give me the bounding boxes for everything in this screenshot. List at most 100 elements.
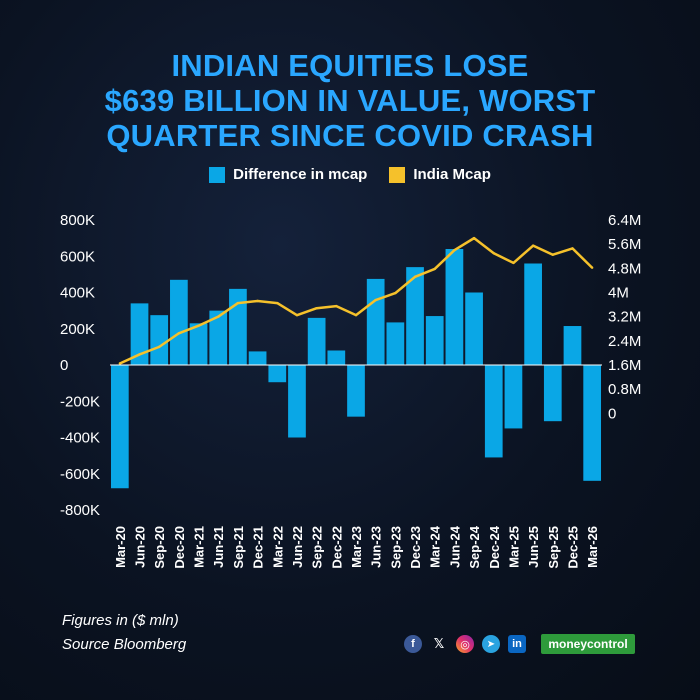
line-point-Mar-24 (433, 267, 436, 271)
bar-Sep-23 (386, 322, 405, 365)
line-point-Sep-23 (394, 291, 397, 295)
y-left-tick-label: 600K (60, 248, 95, 265)
line-point-Sep-20 (158, 345, 161, 349)
line-point-Sep-21 (236, 301, 240, 305)
line-point-Dec-20 (177, 332, 181, 335)
x-tick-label: Dec-25 (565, 526, 580, 569)
brand-logo: moneycontrol (541, 634, 635, 654)
chart-title: INDIAN EQUITIES LOSE $639 BILLION IN VAL… (0, 48, 700, 153)
x-tick-label: Mar-21 (192, 526, 207, 568)
footnote-source: Source Bloomberg (62, 636, 187, 653)
x-tick-label: Mar-24 (428, 525, 443, 568)
x-tick-label: Sep-21 (231, 526, 246, 569)
x-tick-label: Sep-24 (467, 525, 482, 568)
x-tick-label: Mar-26 (585, 526, 600, 568)
y-right-tick-label: 6.4M (608, 212, 641, 229)
bar-Sep-22 (307, 317, 326, 365)
line-point-Jun-25 (531, 244, 535, 247)
x-tick-label: Sep-25 (546, 526, 561, 569)
line-point-Mar-21 (197, 324, 200, 327)
x-tick-label: Jun-25 (526, 526, 541, 568)
y-right-tick-label: 3.2M (608, 309, 641, 326)
bar-Mar-26 (583, 365, 602, 481)
title-line-3: QUARTER SINCE COVID CRASH (106, 118, 594, 153)
legend-label-line: India Mcap (413, 166, 491, 183)
y-right-tick-label: 0 (608, 405, 616, 422)
legend-item-line: India Mcap (389, 166, 491, 183)
line-point-Dec-21 (256, 299, 259, 303)
x-tick-label: Sep-23 (388, 526, 403, 569)
y-left-tick-label: 400K (60, 285, 95, 302)
x-tick-label: Dec-23 (408, 526, 423, 569)
x-icon[interactable]: 𝕏 (433, 636, 445, 651)
bar-Mar-25 (504, 365, 523, 429)
line-point-Jun-22 (295, 313, 299, 317)
instagram-icon[interactable]: ◎ (456, 635, 474, 653)
bar-Dec-20 (170, 279, 188, 365)
x-tick-label: Jun-22 (290, 526, 305, 568)
line-point-Sep-24 (472, 236, 476, 240)
line-point-Dec-25 (571, 247, 574, 250)
footnote-units: Figures in ($ mln) (62, 612, 179, 629)
bar-Mar-24 (425, 316, 444, 365)
y-left-tick-label: -400K (60, 430, 100, 447)
bar-Jun-24 (445, 249, 464, 365)
social-links: f 𝕏 ◎ ➤ in (404, 635, 526, 653)
bar-Mar-21 (189, 323, 208, 365)
y-right-tick-label: 1.6M (608, 357, 641, 374)
bar-Jun-23 (366, 278, 385, 365)
y-right-tick-label: 2.4M (608, 333, 641, 350)
line-point-Dec-24 (492, 252, 495, 255)
bar-Dec-22 (327, 350, 346, 365)
bar-Dec-21 (248, 351, 267, 365)
y-left-tick-label: 0 (60, 357, 68, 374)
x-tick-label: Dec-20 (172, 526, 187, 569)
y-right-tick-label: 5.6M (608, 236, 641, 253)
bar-Sep-21 (229, 288, 247, 365)
bar-Jun-21 (209, 310, 228, 365)
bar-Sep-20 (150, 315, 169, 365)
title-line-2: $639 BILLION IN VALUE, WORST (104, 83, 596, 118)
legend-item-bars: Difference in mcap (209, 166, 367, 183)
linkedin-icon[interactable]: in (508, 635, 526, 653)
y-left-tick-label: 200K (60, 321, 95, 338)
x-tick-label: Jun-24 (447, 525, 462, 568)
bar-Dec-24 (484, 365, 503, 458)
x-tick-label: Jun-23 (369, 526, 384, 568)
y-left-tick-label: 800K (60, 212, 95, 229)
bar-Jun-25 (524, 263, 542, 365)
facebook-icon[interactable]: f (404, 635, 422, 653)
y-left-tick-label: -600K (60, 466, 100, 483)
x-tick-label: Sep-20 (152, 526, 167, 569)
x-tick-label: Dec-24 (487, 525, 502, 568)
bar-Dec-25 (563, 326, 582, 365)
line-point-Dec-22 (335, 304, 338, 308)
line-point-Mar-26 (590, 266, 594, 269)
line-point-Mar-20 (118, 362, 122, 365)
y-right-tick-label: 4M (608, 285, 629, 302)
x-tick-label: Mar-20 (113, 526, 128, 568)
y-right-tick-label: 4.8M (608, 260, 641, 277)
x-tick-label: Mar-23 (349, 526, 364, 568)
x-tick-label: Jun-20 (133, 526, 148, 568)
bar-Mar-20 (110, 365, 129, 489)
line-point-Mar-22 (276, 301, 279, 305)
y-left-tick-label: -800K (60, 502, 100, 519)
line-point-Mar-23 (354, 313, 358, 317)
x-tick-label: Jun-21 (211, 526, 226, 568)
x-tick-label: Sep-22 (310, 526, 325, 569)
bar-Mar-23 (347, 365, 365, 417)
legend-label-bars: Difference in mcap (233, 166, 368, 183)
line-point-Jun-20 (138, 353, 141, 356)
bar-Sep-25 (543, 365, 562, 422)
bar-Sep-24 (465, 292, 483, 365)
bar-Jun-22 (288, 365, 306, 438)
line-point-Sep-22 (315, 307, 318, 310)
bar-Mar-22 (268, 365, 287, 383)
line-point-Mar-25 (512, 261, 515, 265)
chart-legend: Difference in mcap India Mcap (0, 166, 700, 183)
telegram-icon[interactable]: ➤ (482, 635, 500, 653)
x-tick-label: Dec-21 (251, 526, 266, 569)
line-point-Sep-25 (551, 253, 554, 256)
